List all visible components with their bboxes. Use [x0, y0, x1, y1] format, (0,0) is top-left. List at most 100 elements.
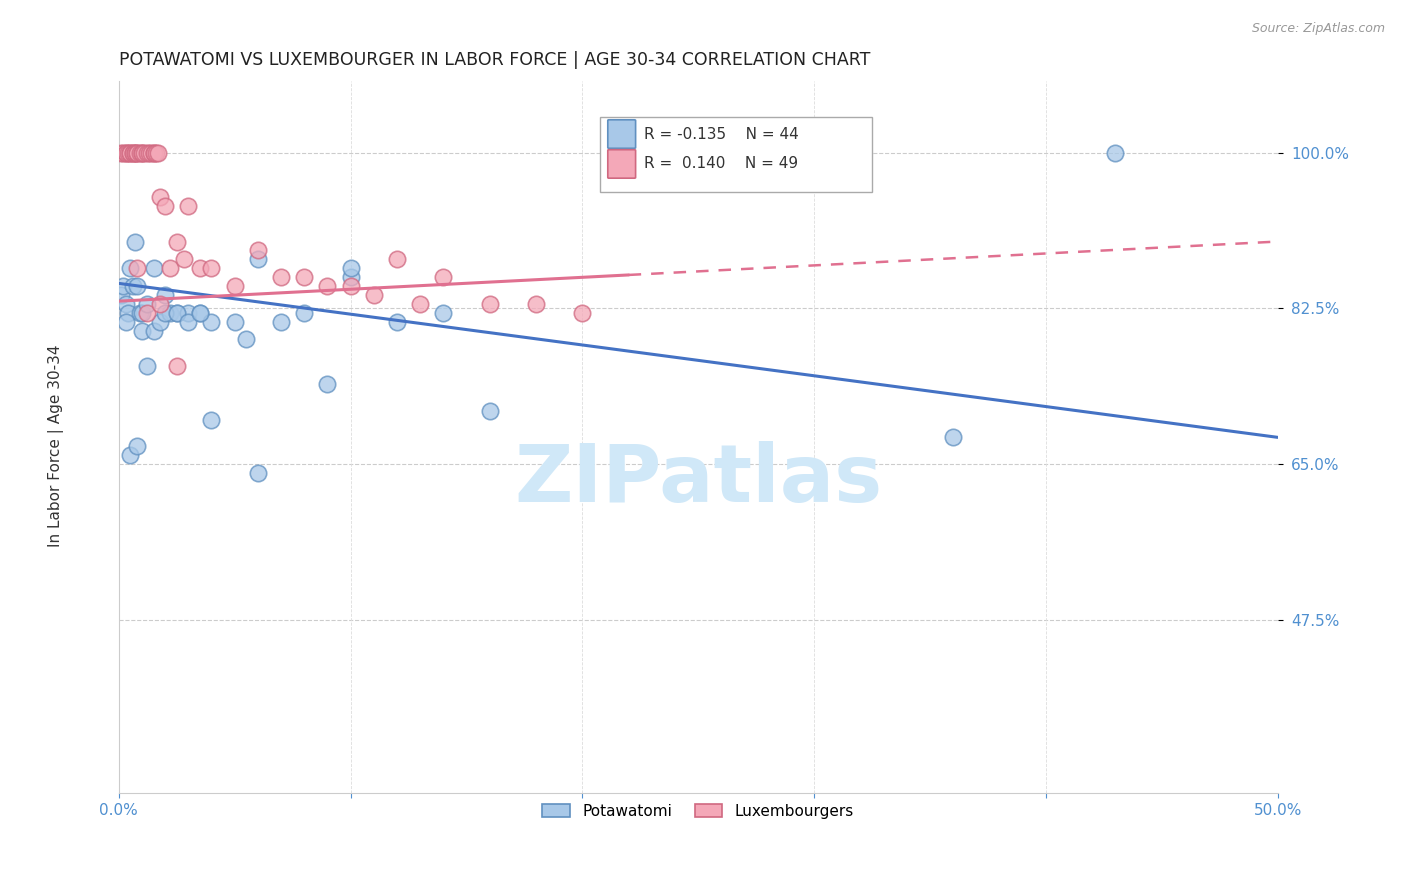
Text: R = -0.135    N = 44: R = -0.135 N = 44	[644, 127, 799, 142]
Point	[121, 145, 143, 160]
Point	[112, 279, 135, 293]
Point	[339, 270, 361, 285]
Point	[149, 190, 172, 204]
Point	[177, 315, 200, 329]
Point	[128, 145, 150, 160]
Point	[339, 279, 361, 293]
Point	[166, 235, 188, 249]
Point	[224, 279, 246, 293]
Point	[127, 439, 149, 453]
Point	[142, 261, 165, 276]
Point	[200, 315, 222, 329]
FancyBboxPatch shape	[607, 120, 636, 148]
Point	[1104, 145, 1126, 160]
Point	[131, 145, 153, 160]
Text: Source: ZipAtlas.com: Source: ZipAtlas.com	[1251, 22, 1385, 36]
Point	[166, 306, 188, 320]
Point	[246, 466, 269, 480]
Point	[114, 315, 136, 329]
Point	[114, 297, 136, 311]
Point	[173, 252, 195, 267]
Point	[177, 199, 200, 213]
Point	[127, 261, 149, 276]
Point	[124, 145, 146, 160]
Point	[121, 279, 143, 293]
Point	[117, 306, 139, 320]
Point	[385, 252, 408, 267]
Point	[270, 270, 292, 285]
Point	[188, 261, 211, 276]
Point	[159, 306, 181, 320]
Point	[224, 315, 246, 329]
Point	[200, 412, 222, 426]
Point	[120, 145, 142, 160]
Point	[478, 403, 501, 417]
Point	[141, 145, 163, 160]
Point	[385, 315, 408, 329]
Point	[316, 279, 339, 293]
Point	[149, 315, 172, 329]
Point	[188, 306, 211, 320]
Point	[135, 306, 157, 320]
Point	[120, 261, 142, 276]
Point	[270, 315, 292, 329]
Point	[246, 252, 269, 267]
Point	[432, 270, 454, 285]
Point	[188, 306, 211, 320]
Point	[128, 306, 150, 320]
Point	[339, 261, 361, 276]
Point	[112, 145, 135, 160]
FancyBboxPatch shape	[607, 150, 636, 178]
Point	[292, 270, 315, 285]
Point	[135, 145, 157, 160]
Point	[145, 145, 167, 160]
Point	[149, 297, 172, 311]
Point	[138, 145, 160, 160]
Text: In Labor Force | Age 30-34: In Labor Force | Age 30-34	[48, 344, 65, 548]
Legend: Potawatomi, Luxembourgers: Potawatomi, Luxembourgers	[536, 797, 860, 825]
Point	[124, 145, 146, 160]
Text: R =  0.140    N = 49: R = 0.140 N = 49	[644, 156, 797, 171]
Point	[409, 297, 432, 311]
Point	[110, 145, 132, 160]
Point	[117, 145, 139, 160]
Point	[571, 306, 593, 320]
Point	[127, 279, 149, 293]
Point	[127, 145, 149, 160]
Point	[166, 359, 188, 373]
Point	[200, 261, 222, 276]
FancyBboxPatch shape	[600, 117, 872, 192]
Point	[153, 288, 176, 302]
Point	[135, 359, 157, 373]
Point	[114, 145, 136, 160]
Text: POTAWATOMI VS LUXEMBOURGER IN LABOR FORCE | AGE 30-34 CORRELATION CHART: POTAWATOMI VS LUXEMBOURGER IN LABOR FORC…	[118, 51, 870, 69]
Point	[316, 376, 339, 391]
Point	[153, 306, 176, 320]
Point	[942, 430, 965, 444]
Point	[166, 306, 188, 320]
Point	[131, 145, 153, 160]
Point	[177, 306, 200, 320]
Point	[524, 297, 547, 311]
Point	[134, 145, 156, 160]
Point	[131, 306, 153, 320]
Point	[124, 235, 146, 249]
Point	[235, 333, 257, 347]
Point	[110, 288, 132, 302]
Point	[146, 145, 169, 160]
Point	[478, 297, 501, 311]
Point	[246, 244, 269, 258]
Point	[142, 324, 165, 338]
Point	[142, 145, 165, 160]
Point	[292, 306, 315, 320]
Point	[153, 199, 176, 213]
Point	[159, 261, 181, 276]
Point	[131, 324, 153, 338]
Point	[127, 145, 149, 160]
Point	[135, 297, 157, 311]
Point	[120, 145, 142, 160]
Text: ZIPatlas: ZIPatlas	[515, 441, 883, 519]
Point	[363, 288, 385, 302]
Point	[114, 145, 136, 160]
Point	[142, 145, 165, 160]
